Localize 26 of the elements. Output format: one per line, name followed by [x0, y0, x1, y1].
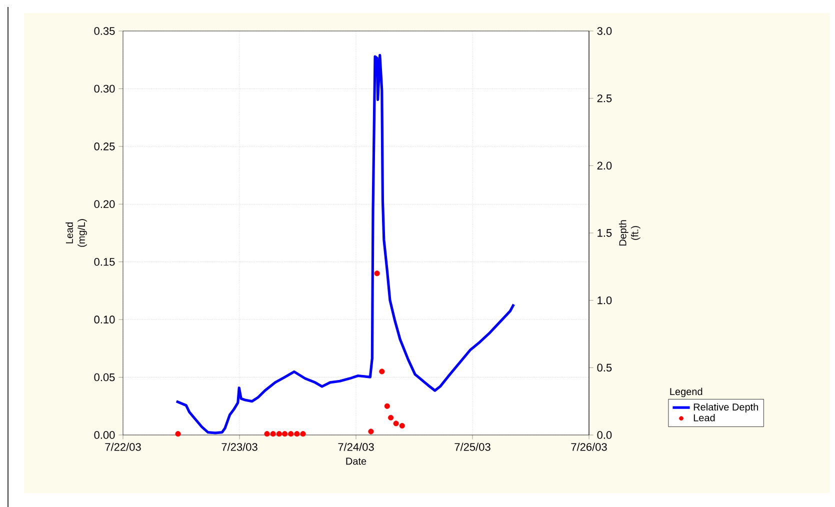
- legend-label: Lead: [694, 414, 715, 422]
- y-tick-label: 0.25: [94, 142, 115, 150]
- y-tick-label: 0.20: [94, 200, 115, 208]
- y-axis-title: Lead (mg/L): [66, 218, 87, 247]
- y-tick-label: 0.10: [94, 315, 115, 324]
- legend-label: Relative Depth: [694, 403, 758, 412]
- y2-tick-label: 2.5: [597, 94, 612, 102]
- y-tick-label: 0.05: [94, 373, 115, 381]
- x-tick-label: 7/22/03: [105, 442, 141, 451]
- y2-tick-label: 3.0: [597, 26, 612, 35]
- legend-title: Legend: [670, 388, 702, 397]
- y-tick-label: 0.00: [94, 430, 115, 439]
- x-tick-label: 7/23/03: [222, 442, 258, 451]
- y2-tick-label: 0.5: [597, 364, 612, 372]
- y2-axis-title: Depth (ft.): [618, 220, 640, 246]
- y2-tick-label: 1.5: [598, 228, 612, 237]
- x-tick-label: 7/26/03: [571, 442, 607, 451]
- x-tick-label: 7/24/03: [338, 442, 374, 451]
- y-tick-label: 0.30: [94, 84, 115, 92]
- y-tick-label: 0.35: [94, 26, 115, 35]
- y2-tick-label: 0.0: [597, 430, 612, 439]
- y-tick-label: 0.15: [94, 258, 115, 266]
- x-axis-title: Date: [346, 458, 366, 465]
- y2-tick-label: 2.0: [597, 162, 612, 170]
- y2-tick-label: 1.0: [598, 296, 612, 304]
- x-tick-label: 7/25/03: [454, 442, 490, 451]
